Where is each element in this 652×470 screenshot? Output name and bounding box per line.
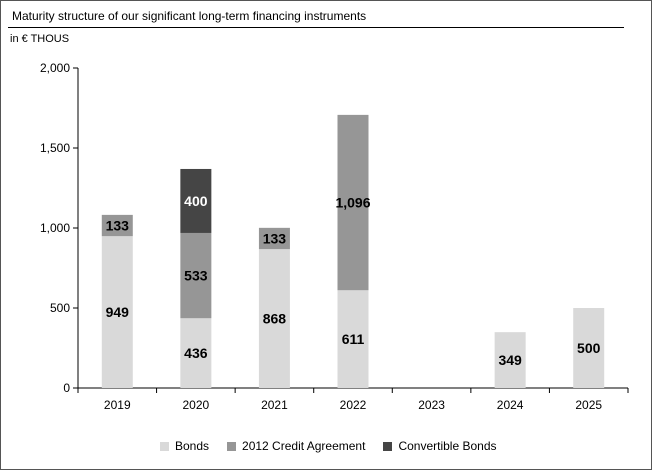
bar-segment [258, 227, 290, 250]
y-tick-label: 500 [50, 301, 70, 315]
title-divider [8, 27, 624, 28]
data-label: 533 [184, 268, 208, 284]
x-tick-label: 2022 [340, 398, 367, 412]
bar-segment [258, 249, 290, 388]
legend-item: Convertible Bonds [383, 439, 497, 453]
chart-title: Maturity structure of our significant lo… [12, 9, 367, 23]
bar-segment [101, 214, 133, 237]
bar-segment [337, 290, 369, 388]
unit-label: in € THOUS [10, 33, 70, 45]
y-tick-label: 2,000 [40, 61, 70, 75]
y-tick-label: 0 [63, 381, 70, 395]
legend-label: 2012 Credit Agreement [242, 439, 366, 453]
data-label: 949 [106, 304, 130, 320]
bar-segment [180, 168, 212, 233]
bar-segment [180, 232, 212, 319]
bar-segment [101, 236, 133, 388]
x-tick-label: 2021 [261, 398, 288, 412]
legend-label: Convertible Bonds [398, 439, 497, 453]
x-tick-label: 2020 [183, 398, 210, 412]
legend-swatch [160, 441, 169, 451]
data-label: 500 [577, 340, 601, 356]
x-tick-label: 2019 [104, 398, 131, 412]
y-tick-label: 1,500 [40, 141, 70, 155]
legend-swatch [383, 441, 393, 451]
data-label: 133 [106, 218, 130, 234]
bar-segment [573, 308, 605, 388]
legend-item: Bonds [160, 439, 209, 453]
legend-item: 2012 Credit Agreement [227, 439, 365, 453]
data-label: 349 [498, 352, 522, 368]
y-tick-label: 1,000 [40, 221, 70, 235]
bar-segment [337, 114, 369, 291]
data-label: 611 [342, 331, 365, 347]
data-label: 868 [263, 311, 287, 327]
data-label: 436 [184, 345, 208, 361]
x-tick-label: 2023 [418, 398, 445, 412]
legend-swatch [227, 441, 237, 451]
chart-legend: Bonds 2012 Credit Agreement Convertible Bo… [160, 439, 515, 453]
x-tick-label: 2025 [575, 398, 602, 412]
bar-segment [494, 332, 526, 388]
data-label: 1,096 [335, 195, 370, 211]
data-label: 133 [263, 230, 287, 246]
data-label: 400 [184, 193, 208, 209]
legend-label: Bonds [175, 439, 210, 453]
bar-segment [180, 318, 212, 388]
x-tick-label: 2024 [497, 398, 524, 412]
